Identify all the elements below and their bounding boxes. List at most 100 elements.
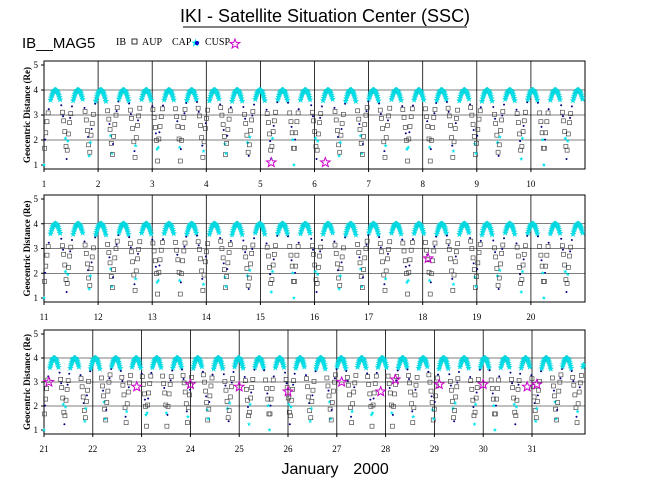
cap-point bbox=[280, 363, 288, 371]
aup-point bbox=[347, 392, 352, 398]
aup-point bbox=[152, 125, 158, 130]
aup-point bbox=[552, 393, 557, 399]
aup-point bbox=[64, 387, 70, 392]
aup-point bbox=[413, 382, 419, 388]
aup-point bbox=[129, 116, 134, 121]
aup-point bbox=[369, 423, 375, 429]
aup-point bbox=[223, 152, 228, 157]
aup-point bbox=[567, 253, 572, 259]
cap-point bbox=[497, 364, 505, 371]
cap-point bbox=[96, 365, 104, 372]
aup-point bbox=[133, 135, 139, 140]
cap-point bbox=[495, 273, 500, 278]
cap-point bbox=[313, 136, 318, 141]
aup-point bbox=[383, 268, 389, 274]
aup-point bbox=[382, 288, 388, 293]
aup-point bbox=[141, 382, 146, 387]
aup-point bbox=[122, 405, 128, 411]
cap-point bbox=[512, 402, 517, 407]
ib-point bbox=[476, 134, 479, 137]
cap-point bbox=[190, 364, 197, 372]
ib-point bbox=[219, 103, 222, 106]
ib-point bbox=[319, 250, 322, 253]
aup-point bbox=[106, 379, 112, 385]
cap-point bbox=[261, 97, 268, 104]
ib-point bbox=[379, 246, 382, 249]
aup-point bbox=[132, 288, 138, 293]
cap-point bbox=[291, 162, 296, 167]
ib-point bbox=[536, 101, 539, 104]
aup-point bbox=[62, 413, 68, 419]
ib-point bbox=[346, 380, 349, 383]
legend-item: CAP bbox=[172, 37, 200, 48]
ib-point bbox=[294, 138, 297, 141]
aup-point bbox=[386, 381, 392, 386]
aup-point bbox=[451, 139, 457, 145]
aup-point bbox=[476, 250, 482, 255]
cusp-point bbox=[281, 385, 295, 397]
ib-point bbox=[292, 383, 295, 386]
cap-point bbox=[103, 416, 108, 421]
cap-point bbox=[397, 96, 405, 104]
cap-point bbox=[267, 427, 272, 432]
aup-point bbox=[357, 260, 363, 266]
cap-point bbox=[117, 364, 124, 372]
aup-point bbox=[449, 135, 454, 140]
ib-point bbox=[229, 106, 232, 109]
aup-point bbox=[520, 262, 526, 268]
ib-point bbox=[540, 125, 543, 128]
aup-point bbox=[391, 404, 396, 409]
aup-point bbox=[304, 376, 309, 381]
ib-point bbox=[179, 281, 182, 284]
aup-point bbox=[565, 131, 571, 137]
ib-point bbox=[427, 370, 430, 373]
cap-point bbox=[169, 364, 177, 371]
cap-point bbox=[520, 269, 525, 274]
aup-point bbox=[314, 280, 320, 286]
aup-point bbox=[360, 285, 365, 290]
aup-point bbox=[448, 256, 453, 262]
aup-point bbox=[248, 261, 253, 267]
ib-point bbox=[561, 115, 564, 118]
ib-point bbox=[472, 262, 475, 265]
cap-point bbox=[147, 96, 155, 104]
aup-point bbox=[471, 413, 477, 419]
aup-point bbox=[533, 415, 539, 421]
cap-point bbox=[170, 230, 178, 237]
aup-point bbox=[573, 405, 579, 411]
aup-point bbox=[295, 244, 301, 249]
cap-point bbox=[451, 282, 456, 287]
aup-point bbox=[316, 131, 321, 137]
legend-label: AUP bbox=[142, 37, 162, 48]
aup-point bbox=[540, 145, 546, 151]
cap-point bbox=[511, 97, 519, 104]
ib-point bbox=[454, 255, 457, 258]
aup-point bbox=[146, 390, 151, 396]
cap-point bbox=[206, 416, 211, 421]
ib-point bbox=[350, 415, 353, 418]
aup-point bbox=[205, 241, 210, 246]
aup-point bbox=[80, 394, 86, 400]
cap-point bbox=[420, 230, 427, 237]
ib-point bbox=[94, 102, 97, 105]
aup-point bbox=[423, 240, 428, 245]
ib-point bbox=[253, 103, 256, 106]
ib-point bbox=[311, 394, 314, 397]
aup-point bbox=[310, 109, 315, 115]
cap-point bbox=[286, 402, 291, 407]
ib-point bbox=[497, 287, 500, 290]
cap-point bbox=[63, 269, 68, 274]
aup-point bbox=[521, 251, 527, 257]
aup-point bbox=[498, 261, 503, 267]
aup-point bbox=[362, 255, 368, 261]
aup-point bbox=[317, 120, 322, 125]
ib-point bbox=[433, 112, 436, 115]
aup-point bbox=[112, 255, 118, 261]
ib-point bbox=[449, 384, 452, 387]
ib-point bbox=[290, 125, 293, 128]
ib-point bbox=[272, 258, 275, 261]
aup-point bbox=[381, 139, 387, 145]
cap-point bbox=[157, 363, 165, 371]
ib-point bbox=[272, 124, 275, 127]
aup-point bbox=[318, 244, 324, 250]
